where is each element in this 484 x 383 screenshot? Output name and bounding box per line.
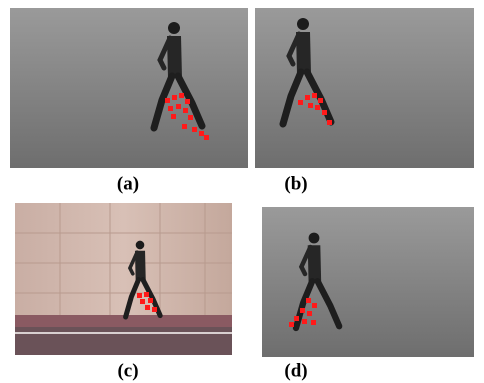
- road-line: [15, 332, 232, 334]
- panel-label: (a): [117, 173, 139, 194]
- road: [15, 327, 232, 355]
- photo: [255, 8, 474, 168]
- figure: (a) (b) (c): [0, 0, 484, 383]
- panel-c: [15, 203, 232, 355]
- photo: [10, 8, 248, 168]
- panel-d: [262, 207, 474, 357]
- panel-label: (b): [284, 173, 307, 194]
- panel-a: [10, 8, 248, 168]
- panel-b: [255, 8, 474, 168]
- panel-label: (c): [117, 360, 138, 381]
- photo: [262, 207, 474, 357]
- panel-label: (d): [284, 360, 307, 381]
